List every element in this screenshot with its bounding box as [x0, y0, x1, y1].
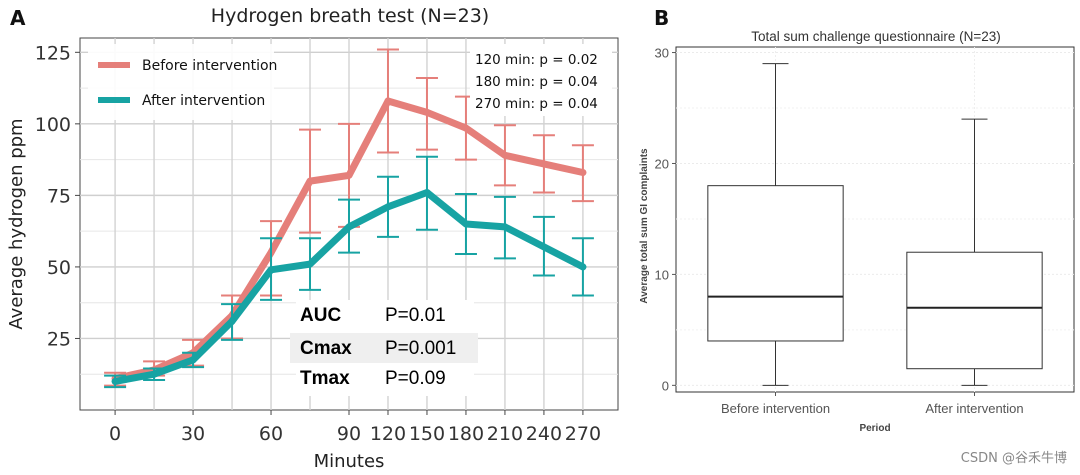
chart-a-series [104, 48, 594, 389]
chart-b-y-label: Average total sum GI complaints [639, 148, 650, 304]
data-point [579, 169, 587, 176]
box-after-intervention [906, 118, 1043, 386]
stat-value-cmax: P=0.001 [385, 338, 456, 359]
pvalue-background [470, 44, 612, 116]
chart-a-stats-table: AUC P=0.01 Cmax P=0.001 Tmax P=0.09 [290, 300, 478, 396]
data-point [540, 243, 548, 251]
x-tick-label: 30 [181, 423, 205, 445]
chart-b-y-ticks: 0 10 20 30 [655, 46, 676, 393]
data-point [345, 223, 353, 231]
data-point [462, 220, 470, 228]
chart-a-y-label: Average hydrogen ppm [6, 118, 27, 329]
data-point [462, 124, 470, 132]
y-tick-label: 0 [662, 378, 669, 393]
pvalue-270: 270 min: p = 0.04 [475, 96, 598, 112]
box-before-intervention [707, 63, 844, 386]
chart-b-title: Total sum challenge questionnaire (N=23) [751, 29, 1001, 44]
y-tick-label: 30 [655, 46, 669, 61]
box-iqr [707, 185, 844, 342]
x-tick-label: 240 [526, 423, 562, 445]
stat-value-auc: P=0.01 [385, 305, 446, 326]
x-tick-label: 210 [487, 423, 523, 445]
data-point [306, 177, 314, 185]
data-point [501, 223, 509, 231]
panel-b-letter: B [654, 6, 669, 30]
panel-a-letter: A [10, 6, 26, 30]
watermark: CSDN @谷禾牛博 [961, 451, 1067, 466]
series-after-intervention [104, 155, 594, 389]
x-tick-label: 60 [259, 423, 283, 445]
legend-background [88, 44, 274, 120]
y-tick-label: 100 [35, 114, 71, 136]
stat-label-auc: AUC [300, 305, 341, 326]
stats-row-highlight [290, 333, 478, 363]
chart-a-y-ticks: 25 50 75 100 125 [35, 42, 80, 350]
data-point [423, 109, 431, 116]
data-point [306, 260, 314, 268]
data-point [345, 171, 353, 179]
data-point [111, 377, 119, 385]
box-iqr [906, 251, 1043, 370]
chart-a-title: Hydrogen breath test (N=23) [211, 5, 489, 27]
legend-label-after: After intervention [142, 93, 265, 109]
data-point [189, 356, 197, 364]
chart-b-x-label: Period [859, 423, 890, 434]
pvalue-180: 180 min: p = 0.04 [475, 74, 598, 90]
y-tick-label: 10 [655, 267, 669, 282]
x-tick-label: 120 [370, 423, 406, 445]
y-tick-label: 20 [655, 156, 669, 171]
stat-value-tmax: P=0.09 [385, 368, 446, 389]
data-point [267, 266, 275, 274]
data-point [384, 97, 392, 105]
x-tick-label: 180 [448, 423, 484, 445]
x-tick-label: After intervention [925, 401, 1023, 416]
x-tick-label: 150 [409, 423, 445, 445]
x-tick-label: 90 [337, 423, 361, 445]
x-tick-label: 0 [109, 423, 121, 445]
y-tick-label: 125 [35, 42, 71, 64]
y-tick-label: 50 [47, 257, 71, 279]
data-point [384, 203, 392, 211]
y-tick-label: 75 [47, 185, 71, 207]
data-point [228, 317, 236, 325]
data-point [579, 263, 587, 271]
chart-a-x-ticks: 0 30 60 90 120 150 180 210 240 270 [109, 410, 601, 445]
chart-a-x-label: Minutes [314, 451, 385, 472]
data-point [423, 189, 431, 196]
chart-a-pvalues: 120 min: p = 0.02 180 min: p = 0.04 270 … [470, 44, 612, 116]
pvalue-120: 120 min: p = 0.02 [475, 52, 598, 68]
y-tick-label: 25 [47, 328, 71, 350]
chart-b-boxes [707, 63, 1043, 386]
stat-label-tmax: Tmax [300, 368, 350, 389]
data-point [540, 160, 548, 168]
data-point [150, 370, 158, 378]
stat-label-cmax: Cmax [300, 338, 352, 359]
data-point [501, 151, 509, 159]
x-tick-label: Before intervention [721, 401, 830, 416]
chart-b-x-ticks: Before intervention After intervention [721, 392, 1024, 416]
x-tick-label: 270 [565, 423, 601, 445]
chart-a-legend: Before intervention After intervention [88, 44, 277, 120]
legend-label-before: Before intervention [142, 58, 277, 74]
